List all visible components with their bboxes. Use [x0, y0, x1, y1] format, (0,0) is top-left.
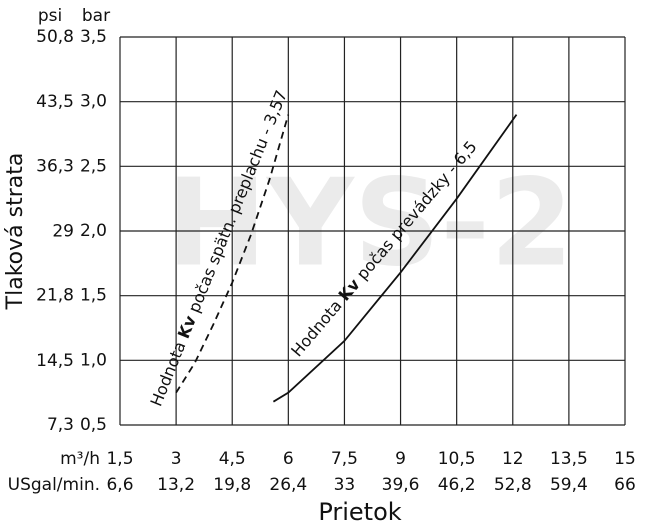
x2-tick-label: 13,2: [157, 475, 195, 495]
x2-tick-label: 66: [614, 475, 636, 495]
x2-tick-label: 19,8: [213, 475, 251, 495]
x-tick-label: 1,5: [106, 449, 133, 469]
series-line: [175, 114, 290, 394]
x2-tick-label: 46,2: [438, 475, 476, 495]
x2-tick-label: 39,6: [382, 475, 420, 495]
y-tick-label: 0,5: [80, 415, 107, 435]
y2-unit: psi: [38, 6, 62, 26]
y2-tick-label: 29: [52, 221, 74, 241]
y-axis-title: Tlaková strata: [3, 153, 28, 311]
x2-tick-label: 52,8: [494, 475, 532, 495]
x-tick-label: 10,5: [438, 449, 476, 469]
x-axis-title: Prietok: [318, 498, 401, 526]
x-tick-label: 4,5: [219, 449, 246, 469]
x2-unit: USgal/min.: [8, 475, 100, 495]
y2-tick-label: 14,5: [36, 351, 74, 371]
y-tick-label: 1,0: [80, 350, 107, 370]
watermark: HYS-2: [166, 155, 573, 294]
x-unit: m³/h: [60, 449, 100, 469]
y2-tick-label: 36,3: [36, 156, 74, 176]
y2-tick-label: 50,8: [36, 27, 74, 47]
x-tick-label: 7,5: [331, 449, 358, 469]
annotation-text: Hodnota: [287, 292, 349, 360]
x-tick-label: 15: [614, 449, 636, 469]
y-tick-label: 3,0: [80, 92, 107, 112]
y2-tick-label: 21,8: [36, 286, 74, 306]
y-unit: bar: [82, 6, 110, 26]
x2-tick-label: 6,6: [106, 475, 133, 495]
x-tick-label: 13,5: [550, 449, 588, 469]
x2-tick-label: 59,4: [550, 475, 588, 495]
y2-tick-label: 43,5: [36, 92, 74, 112]
x-tick-label: 6: [283, 449, 294, 469]
x-tick-label: 3: [171, 449, 182, 469]
x2-tick-label: 26,4: [269, 475, 307, 495]
x-tick-label: 12: [502, 449, 524, 469]
y-tick-label: 2,0: [80, 221, 107, 241]
annotation-text: Hodnota: [146, 334, 191, 409]
series-line: [272, 114, 518, 403]
y-tick-label: 3,5: [80, 27, 107, 47]
y-tick-label: 2,5: [80, 156, 107, 176]
y-tick-label: 1,5: [80, 286, 107, 306]
x2-tick-label: 33: [334, 475, 356, 495]
y2-tick-label: 7,3: [47, 415, 74, 435]
x-tick-label: 9: [395, 449, 406, 469]
